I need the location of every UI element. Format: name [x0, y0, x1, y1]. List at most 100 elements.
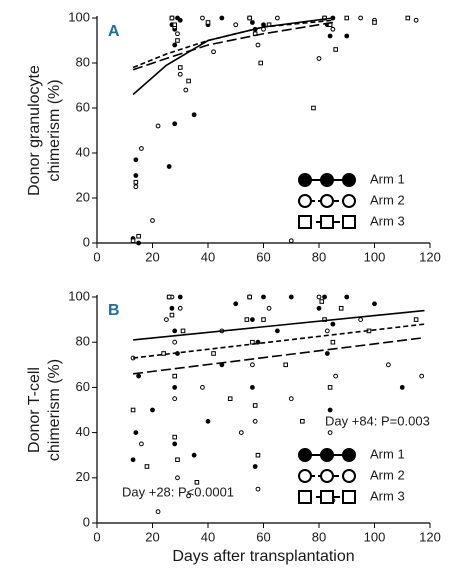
point	[255, 452, 261, 458]
point	[172, 121, 178, 127]
point	[274, 15, 280, 21]
legend-marker	[320, 215, 334, 229]
point	[250, 317, 255, 323]
panel-label: B	[108, 302, 120, 319]
point	[238, 430, 244, 436]
x-tick-label: 60	[256, 529, 270, 544]
x-tick-label: 120	[419, 529, 441, 544]
point	[300, 419, 305, 424]
y-tick-label: 40	[76, 144, 90, 159]
y-tick-label: 100	[68, 9, 90, 24]
point	[191, 452, 197, 458]
y-tick-label: 80	[76, 54, 90, 69]
point	[175, 457, 180, 463]
point	[358, 317, 364, 323]
legend-marker	[320, 194, 334, 208]
x-tick-label: 0	[93, 249, 100, 264]
y-tick-label: 20	[76, 469, 90, 484]
point	[344, 33, 350, 39]
point	[324, 328, 330, 334]
point	[227, 396, 233, 401]
legend-marker	[298, 490, 312, 504]
x-tick-label: 40	[201, 249, 215, 264]
y-axis-title: chimerism (%)	[46, 79, 63, 181]
point	[372, 301, 377, 307]
annotation: Day +28: P<0.0001	[122, 484, 234, 499]
legend-label: Arm 1	[370, 446, 405, 461]
point	[130, 238, 136, 244]
legend-label: Arm 2	[370, 467, 405, 482]
y-tick-label: 40	[76, 424, 90, 439]
legend-marker	[320, 448, 334, 462]
point	[358, 15, 364, 21]
x-tick-label: 80	[312, 529, 326, 544]
point	[247, 15, 252, 21]
legend-label: Arm 3	[370, 213, 405, 228]
legend-marker	[342, 215, 356, 229]
point	[130, 457, 136, 463]
y-axis-title: chimerism (%)	[46, 359, 63, 461]
point	[191, 112, 197, 118]
point	[169, 305, 175, 311]
point	[133, 179, 139, 185]
point	[233, 22, 239, 28]
point	[166, 164, 172, 169]
legend-marker	[342, 490, 356, 504]
point	[419, 373, 425, 379]
point	[163, 317, 169, 323]
point	[330, 339, 336, 345]
point	[311, 105, 316, 111]
point	[169, 312, 175, 318]
point	[136, 373, 142, 379]
point	[261, 317, 266, 322]
point	[385, 362, 391, 368]
point	[252, 418, 258, 424]
fit-line	[132, 19, 333, 69]
point	[161, 351, 166, 356]
point	[194, 480, 200, 485]
fit-line	[132, 336, 425, 375]
point	[316, 56, 322, 61]
x-tick-label: 120	[419, 249, 441, 264]
x-tick-label: 0	[93, 529, 100, 544]
point	[186, 493, 191, 499]
point	[166, 294, 172, 300]
point	[139, 146, 144, 151]
point	[130, 407, 136, 413]
point	[288, 396, 294, 402]
point	[133, 184, 139, 190]
legend-marker	[298, 194, 312, 208]
y-tick-label: 20	[76, 189, 90, 204]
point	[139, 441, 144, 447]
point	[133, 157, 139, 163]
point	[255, 486, 261, 492]
point	[274, 328, 280, 334]
point	[244, 317, 250, 322]
legend-marker	[298, 173, 312, 187]
point	[136, 240, 142, 246]
point	[327, 33, 333, 39]
legend-marker	[320, 469, 334, 483]
point	[211, 49, 216, 55]
y-tick-label: 0	[83, 234, 90, 249]
point	[252, 403, 258, 408]
point	[177, 71, 183, 77]
x-tick-label: 60	[256, 249, 270, 264]
point	[261, 294, 266, 300]
fit-line	[132, 323, 425, 359]
point	[180, 328, 186, 334]
point	[177, 305, 183, 311]
fit-line	[132, 21, 334, 71]
point	[155, 123, 161, 129]
point	[372, 20, 377, 25]
point	[250, 385, 255, 390]
point	[172, 328, 178, 334]
point	[172, 434, 177, 440]
point	[327, 385, 333, 390]
y-tick-label: 60	[76, 379, 90, 394]
point	[172, 441, 178, 447]
point	[250, 20, 255, 25]
point	[413, 17, 419, 23]
point	[258, 60, 264, 66]
